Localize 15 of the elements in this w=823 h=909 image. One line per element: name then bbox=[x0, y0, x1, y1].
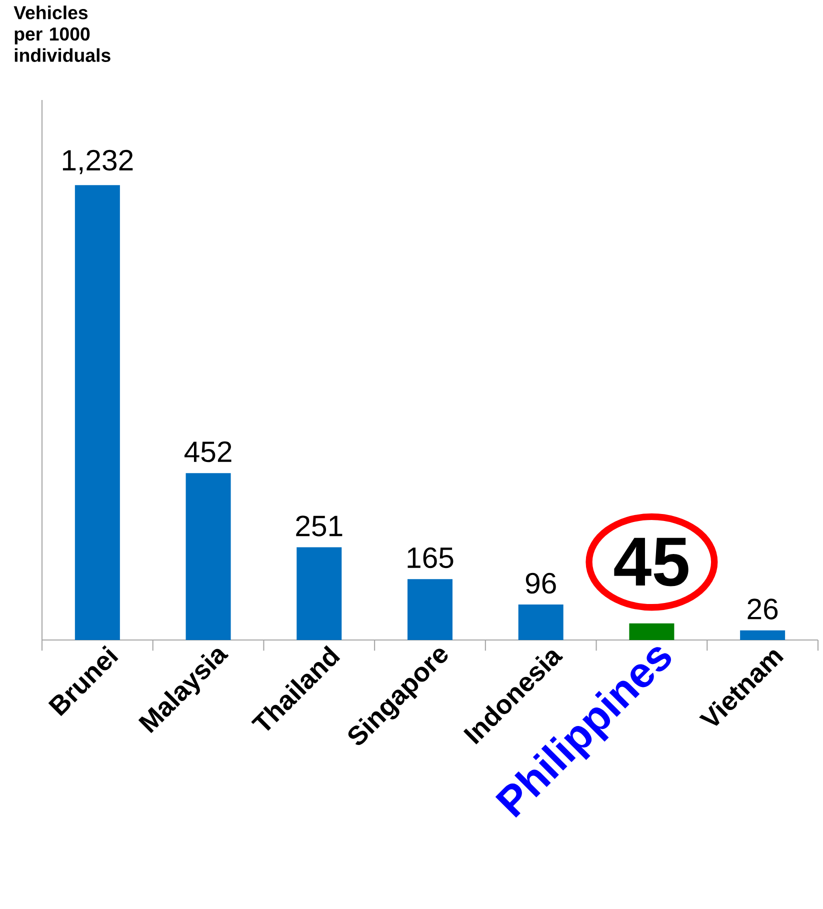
bar bbox=[296, 547, 342, 640]
bar bbox=[518, 604, 564, 640]
data-label: 96 bbox=[526, 572, 556, 594]
data-label: 1,232 bbox=[62, 150, 133, 174]
text: Vehicles per 1000 individuals bbox=[14, 6, 110, 62]
data-label: 45 bbox=[614, 538, 688, 586]
bar bbox=[407, 579, 452, 640]
bar bbox=[74, 185, 120, 640]
data-label: 26 bbox=[748, 598, 778, 620]
bar bbox=[629, 623, 674, 640]
data-label: 251 bbox=[296, 516, 342, 536]
bar bbox=[740, 630, 786, 640]
data-label: 452 bbox=[184, 441, 232, 462]
bar bbox=[186, 473, 231, 640]
data-label: 165 bbox=[408, 547, 454, 568]
